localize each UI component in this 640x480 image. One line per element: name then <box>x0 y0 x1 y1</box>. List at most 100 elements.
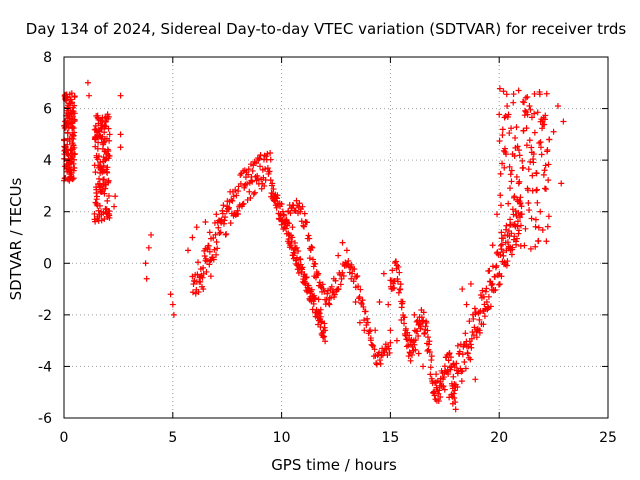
data-point <box>530 151 537 158</box>
data-point <box>433 371 440 378</box>
data-point <box>445 357 452 364</box>
data-point <box>496 111 503 118</box>
data-point <box>117 144 124 151</box>
data-point <box>250 191 257 198</box>
data-point <box>441 386 448 393</box>
data-point <box>193 224 200 231</box>
data-point <box>537 139 544 146</box>
data-point <box>431 392 438 399</box>
data-point <box>339 239 346 246</box>
data-point <box>533 187 540 194</box>
data-point <box>210 234 217 241</box>
data-point <box>325 300 332 307</box>
data-point <box>306 235 313 242</box>
data-point <box>273 204 280 211</box>
data-point <box>104 164 111 171</box>
data-point <box>514 223 521 230</box>
data-point <box>508 178 515 185</box>
data-point <box>507 216 514 223</box>
data-point <box>321 324 328 331</box>
data-point <box>94 112 101 119</box>
data-point <box>312 260 319 267</box>
data-point <box>93 193 100 200</box>
data-point <box>71 93 78 100</box>
data-point <box>395 289 402 296</box>
data-point <box>526 102 533 109</box>
data-point <box>211 219 218 226</box>
data-point <box>100 176 107 183</box>
data-point <box>215 224 222 231</box>
data-point <box>471 305 478 312</box>
data-point <box>303 219 310 226</box>
data-point <box>71 117 78 124</box>
data-point <box>435 398 442 405</box>
data-point <box>399 298 406 305</box>
data-point <box>373 361 380 368</box>
data-point <box>247 194 254 201</box>
data-point <box>542 162 549 169</box>
y-tick-label: -6 <box>38 411 52 427</box>
data-point <box>466 318 473 325</box>
data-point <box>185 247 192 254</box>
data-point <box>415 332 422 339</box>
data-point <box>528 144 535 151</box>
data-point <box>292 245 299 252</box>
data-point <box>61 155 68 162</box>
data-point <box>189 234 196 241</box>
data-point <box>92 199 99 206</box>
data-point <box>535 224 542 231</box>
data-point <box>318 319 325 326</box>
data-point <box>106 153 113 160</box>
data-point <box>95 139 102 146</box>
data-point <box>370 342 377 349</box>
data-point <box>355 283 362 290</box>
data-point <box>350 278 357 285</box>
data-point <box>405 353 412 360</box>
data-point <box>322 338 329 345</box>
data-point <box>515 227 522 234</box>
data-point <box>345 257 352 264</box>
data-point <box>504 258 511 265</box>
data-point <box>479 287 486 294</box>
data-point <box>274 192 281 199</box>
data-point <box>437 393 444 400</box>
data-point <box>526 137 533 144</box>
data-point <box>536 91 543 98</box>
data-point <box>393 337 400 344</box>
data-point <box>101 129 108 136</box>
data-point <box>305 232 312 239</box>
data-point <box>204 258 211 265</box>
data-point <box>241 184 248 191</box>
y-tick-label: 6 <box>43 102 52 118</box>
data-point <box>309 244 316 251</box>
data-point <box>476 316 483 323</box>
data-point <box>298 218 305 225</box>
data-point <box>420 363 427 370</box>
data-point <box>240 200 247 207</box>
data-point <box>212 231 219 238</box>
data-point <box>453 360 460 367</box>
data-point <box>485 293 492 300</box>
data-point <box>537 144 544 151</box>
data-point <box>210 256 217 263</box>
data-point <box>486 267 493 274</box>
data-point <box>71 156 78 163</box>
data-point <box>483 285 490 292</box>
data-point <box>317 313 324 320</box>
x-axis-ticks: 0 5 10 15 20 25 <box>60 57 617 446</box>
data-point <box>427 364 434 371</box>
data-point <box>71 129 78 136</box>
data-point <box>339 269 346 276</box>
data-point <box>227 220 234 227</box>
data-point <box>543 186 550 193</box>
data-point <box>308 286 315 293</box>
data-point <box>428 357 435 364</box>
data-point <box>535 237 542 244</box>
data-point <box>253 160 260 167</box>
data-point <box>245 166 252 173</box>
data-point <box>521 242 528 249</box>
data-point <box>337 281 344 288</box>
data-point <box>532 216 539 223</box>
data-point <box>539 125 546 132</box>
